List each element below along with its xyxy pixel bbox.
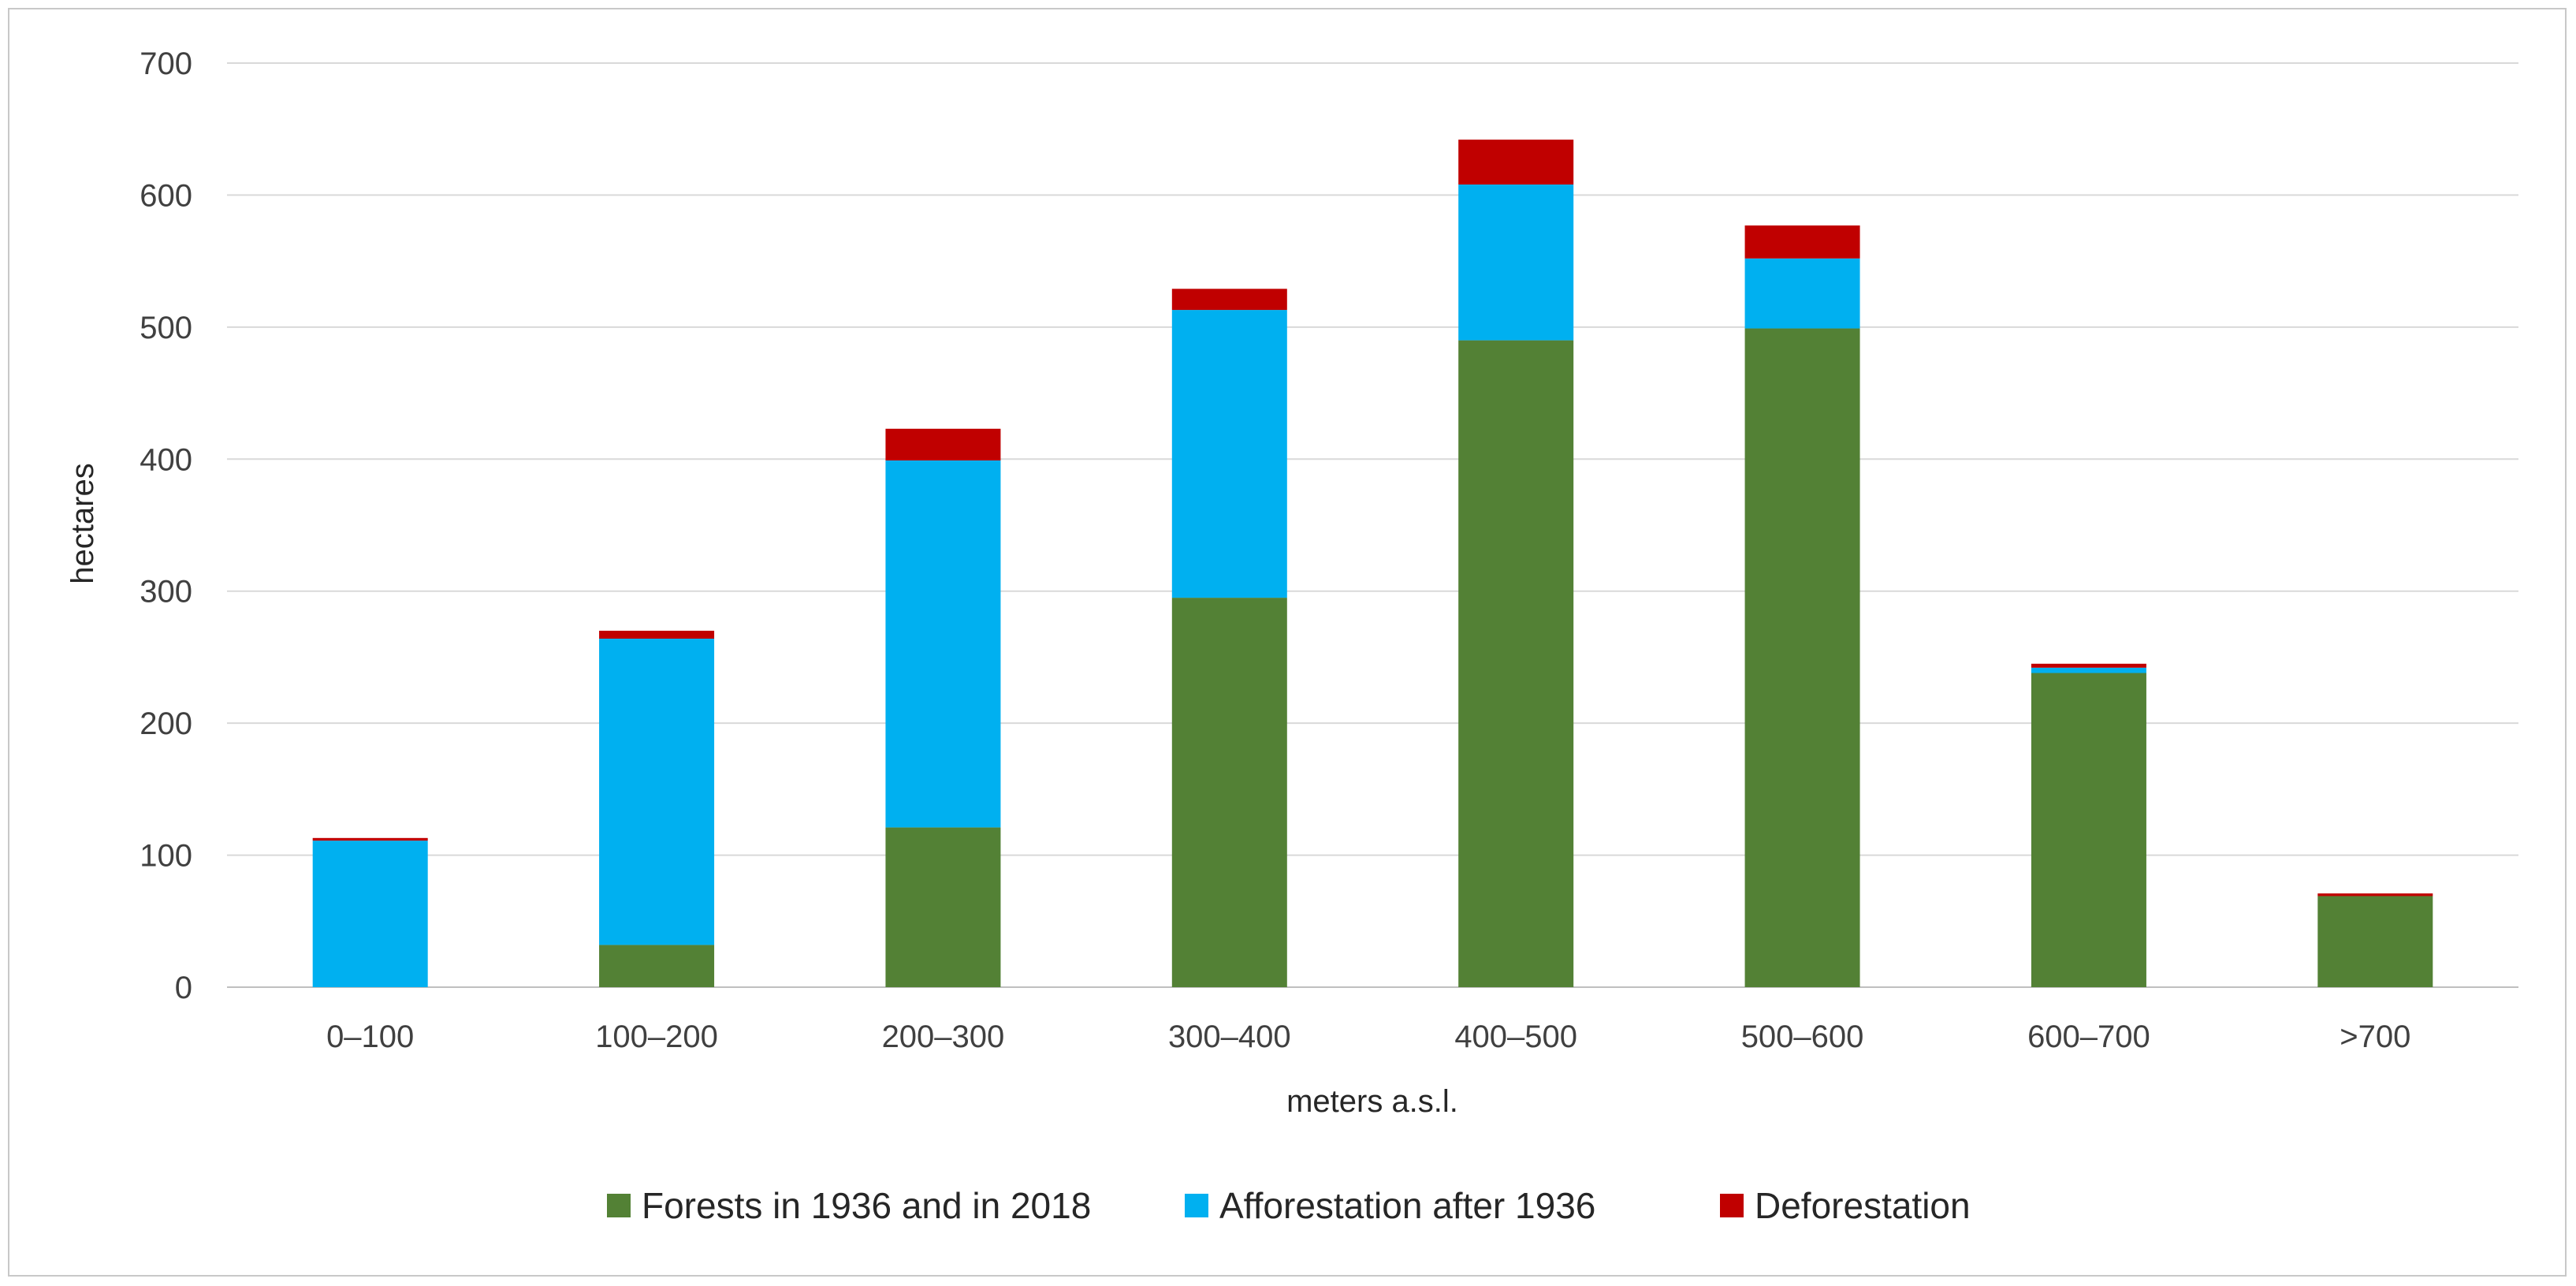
legend-item: Deforestation xyxy=(1720,1185,1971,1226)
x-tick-label: 300–400 xyxy=(1168,1019,1291,1054)
y-tick-label: 600 xyxy=(140,178,192,213)
bar-segment xyxy=(2317,893,2433,896)
legend-swatch xyxy=(1720,1194,1744,1217)
bar-segment xyxy=(1171,598,1287,987)
bar-segment xyxy=(2031,673,2146,987)
bar-segment xyxy=(1744,258,1860,329)
bar-segment xyxy=(599,945,715,987)
bar-segment xyxy=(2031,667,2146,673)
bar-segment xyxy=(599,638,715,945)
bar-segment xyxy=(1744,328,1860,987)
y-tick-label: 500 xyxy=(140,311,192,345)
y-tick-label: 400 xyxy=(140,442,192,477)
bar-segment xyxy=(1458,340,1574,988)
legend: Forests in 1936 and in 2018 Afforestation… xyxy=(607,1185,1971,1226)
gridlines xyxy=(227,62,2518,988)
bar-segment xyxy=(885,428,1001,460)
legend-item: Afforestation after 1936 xyxy=(1185,1185,1595,1226)
x-tick-label: 100–200 xyxy=(595,1019,718,1054)
bar-segment xyxy=(1171,289,1287,311)
bar-segment xyxy=(1744,225,1860,259)
x-tick-label: 600–700 xyxy=(2027,1019,2150,1054)
y-axis-title: hectares xyxy=(65,463,100,583)
bars xyxy=(312,140,2433,988)
x-axis-ticks: 0–100 100–200 200–300 300–400 400–500 500–600… xyxy=(326,1019,2410,1054)
bar-segment xyxy=(312,841,428,987)
legend-label: Afforestation after 1936 xyxy=(1219,1185,1595,1226)
x-tick-label: 200–300 xyxy=(882,1019,1005,1054)
y-tick-label: 700 xyxy=(140,47,192,81)
bar-segment xyxy=(312,837,428,841)
legend-label: Deforestation xyxy=(1755,1185,1971,1226)
y-axis-ticks: 0 100 200 300 400 500 600 700 xyxy=(140,47,192,1005)
bar-segment xyxy=(599,630,715,639)
legend-swatch xyxy=(607,1194,631,1217)
legend-swatch xyxy=(1185,1194,1208,1217)
y-tick-label: 0 xyxy=(175,971,192,1005)
legend-label: Forests in 1936 and in 2018 xyxy=(642,1185,1091,1226)
bar-segment xyxy=(885,460,1001,828)
bar-segment xyxy=(2317,896,2433,987)
x-tick-label: >700 xyxy=(2340,1019,2410,1054)
y-tick-label: 200 xyxy=(140,706,192,741)
bar-segment xyxy=(1458,185,1574,341)
x-tick-label: 400–500 xyxy=(1454,1019,1577,1054)
chart-frame xyxy=(8,8,2567,1277)
legend-item: Forests in 1936 and in 2018 xyxy=(607,1185,1091,1226)
x-tick-label: 500–600 xyxy=(1741,1019,1864,1054)
y-tick-label: 300 xyxy=(140,575,192,609)
bar-segment xyxy=(1458,140,1574,185)
x-axis-title: meters a.s.l. xyxy=(1286,1084,1458,1119)
y-tick-label: 100 xyxy=(140,839,192,874)
bar-segment xyxy=(885,827,1001,987)
x-tick-label: 0–100 xyxy=(326,1019,414,1054)
bar-segment xyxy=(1171,310,1287,598)
bar-segment xyxy=(2031,663,2146,668)
